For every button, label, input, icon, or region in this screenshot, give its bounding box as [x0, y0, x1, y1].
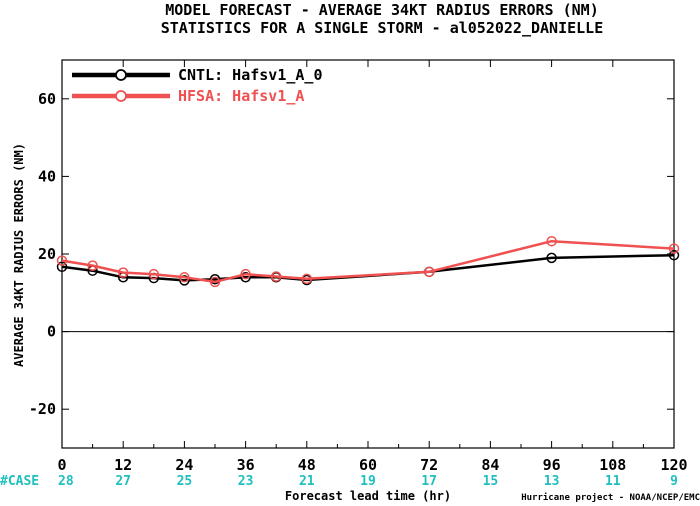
- x-tick-label: 24: [175, 456, 193, 474]
- series-line: [61, 253, 675, 282]
- case-count: 28: [58, 474, 74, 489]
- data-point: [546, 252, 557, 264]
- x-tick-label: 0: [57, 456, 66, 474]
- case-count: 9: [670, 474, 678, 489]
- data-point: [209, 273, 221, 285]
- x-tick-label: 12: [114, 456, 132, 474]
- case-count: 27: [115, 474, 131, 489]
- y-tick-label: 60: [38, 90, 56, 108]
- x-tick-label: 108: [599, 456, 626, 474]
- data-point: [56, 261, 68, 273]
- x-tick-label: 96: [543, 456, 561, 474]
- y-tick-label: 20: [38, 245, 56, 263]
- data-point: [270, 271, 282, 282]
- case-count: 25: [177, 474, 193, 489]
- data-point: [56, 255, 68, 266]
- data-point: [179, 272, 190, 283]
- plot-frame: [61, 59, 675, 449]
- legend-label: CNTL: Hafsv1_A_0: [178, 66, 323, 84]
- credit-text: Hurricane project - NOAA/NCEP/EMC: [521, 492, 700, 503]
- x-tick-label: 36: [237, 456, 255, 474]
- x-tick-label: 72: [420, 456, 438, 474]
- series-line: [61, 239, 675, 284]
- chart-title: MODEL FORECAST - AVERAGE 34KT RADIUS ERR…: [165, 1, 598, 19]
- legend-marker: [115, 69, 127, 81]
- data-point: [87, 260, 98, 271]
- data-point: [301, 273, 313, 285]
- y-tick-label: 0: [47, 323, 56, 341]
- data-point: [209, 276, 221, 288]
- x-tick-label: 84: [481, 456, 499, 474]
- case-label: #CASE: [0, 474, 39, 489]
- case-count: 21: [299, 474, 315, 489]
- legend-marker: [115, 90, 127, 102]
- case-count: 17: [421, 474, 437, 489]
- y-tick-label: -20: [29, 400, 56, 418]
- x-tick-label: 48: [298, 456, 316, 474]
- y-axis-label: AVERAGE 34KT RADIUS ERRORS (NM): [12, 143, 26, 367]
- data-point: [240, 268, 251, 280]
- data-point: [668, 249, 680, 261]
- case-count: 23: [238, 474, 254, 489]
- legend-label: HFSA: Hafsv1_A: [178, 87, 304, 105]
- case-count: 13: [544, 474, 560, 489]
- case-count: 19: [360, 474, 376, 489]
- x-tick-label: 120: [660, 456, 687, 474]
- chart-subtitle: STATISTICS FOR A SINGLE STORM - al052022…: [161, 19, 604, 37]
- y-tick-label: 40: [38, 167, 56, 185]
- data-point: [148, 268, 160, 280]
- case-count: 15: [483, 474, 499, 489]
- data-point: [240, 272, 251, 283]
- x-tick-label: 60: [359, 456, 377, 474]
- data-point: [117, 267, 129, 278]
- data-point: [546, 235, 557, 247]
- x-axis-label: Forecast lead time (hr): [285, 489, 451, 503]
- data-point: [179, 275, 190, 286]
- case-count: 11: [605, 474, 621, 489]
- data-point: [423, 266, 435, 278]
- data-point: [668, 243, 680, 254]
